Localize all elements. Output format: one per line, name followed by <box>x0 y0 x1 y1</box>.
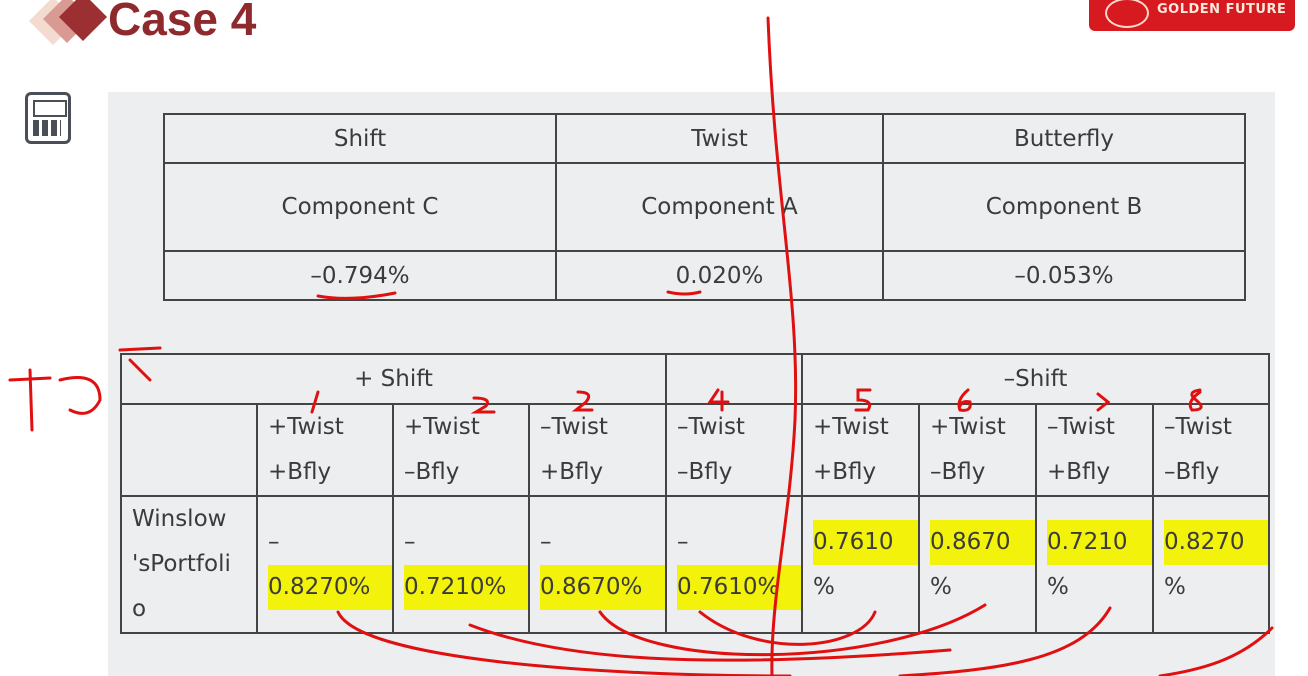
scenario-header: +Twist –Bfly <box>918 403 1037 497</box>
component-b: Component B <box>882 162 1246 252</box>
calculator-icon <box>25 92 71 144</box>
row-label: Winslow 'sPortfoli o <box>120 495 258 634</box>
scenario-table: + Shift –Shift +Twist +Bfly +Twist –Bfly –… <box>120 353 1270 634</box>
page-title: Case 4 <box>108 0 257 45</box>
value-cell: –0.8670% <box>528 495 667 634</box>
scenario-header: –Twist –Bfly <box>1152 403 1270 497</box>
component-c: Component C <box>163 162 557 252</box>
component-a: Component A <box>555 162 884 252</box>
value-twist: 0.020% <box>555 250 884 301</box>
component-table: Shift Twist Butterfly Component C Compon… <box>163 113 1246 301</box>
value-cell: –0.7210% <box>392 495 530 634</box>
value-cell: 0.8670% <box>918 495 1037 634</box>
header-twist: Twist <box>555 113 884 164</box>
value-butterfly: –0.053% <box>882 250 1246 301</box>
value-cell: 0.8270% <box>1152 495 1270 634</box>
header-butterfly: Butterfly <box>882 113 1246 164</box>
scenario-header: –Twist –Bfly <box>665 403 803 497</box>
value-cell: –0.7610% <box>665 495 803 634</box>
brand-logo: GOLDEN FUTURE <box>1089 0 1295 31</box>
scenario-header: +Twist +Bfly <box>801 403 920 497</box>
scenario-header: +Twist –Bfly <box>392 403 530 497</box>
group-plus-shift: + Shift <box>120 353 667 405</box>
value-cell: –0.8270% <box>256 495 394 634</box>
empty-cell <box>120 403 258 497</box>
header-shift: Shift <box>163 113 557 164</box>
scenario-header: –Twist +Bfly <box>1035 403 1154 497</box>
group-minus-shift: –Shift <box>801 353 1270 405</box>
logo-text: GOLDEN FUTURE <box>1157 2 1287 17</box>
value-cell: 0.7610% <box>801 495 920 634</box>
value-shift: –0.794% <box>163 250 557 301</box>
scenario-header: +Twist +Bfly <box>256 403 394 497</box>
title-diamond-icon <box>28 0 120 50</box>
scenario-header: –Twist +Bfly <box>528 403 667 497</box>
empty-cell <box>665 353 803 405</box>
value-cell: 0.7210% <box>1035 495 1154 634</box>
